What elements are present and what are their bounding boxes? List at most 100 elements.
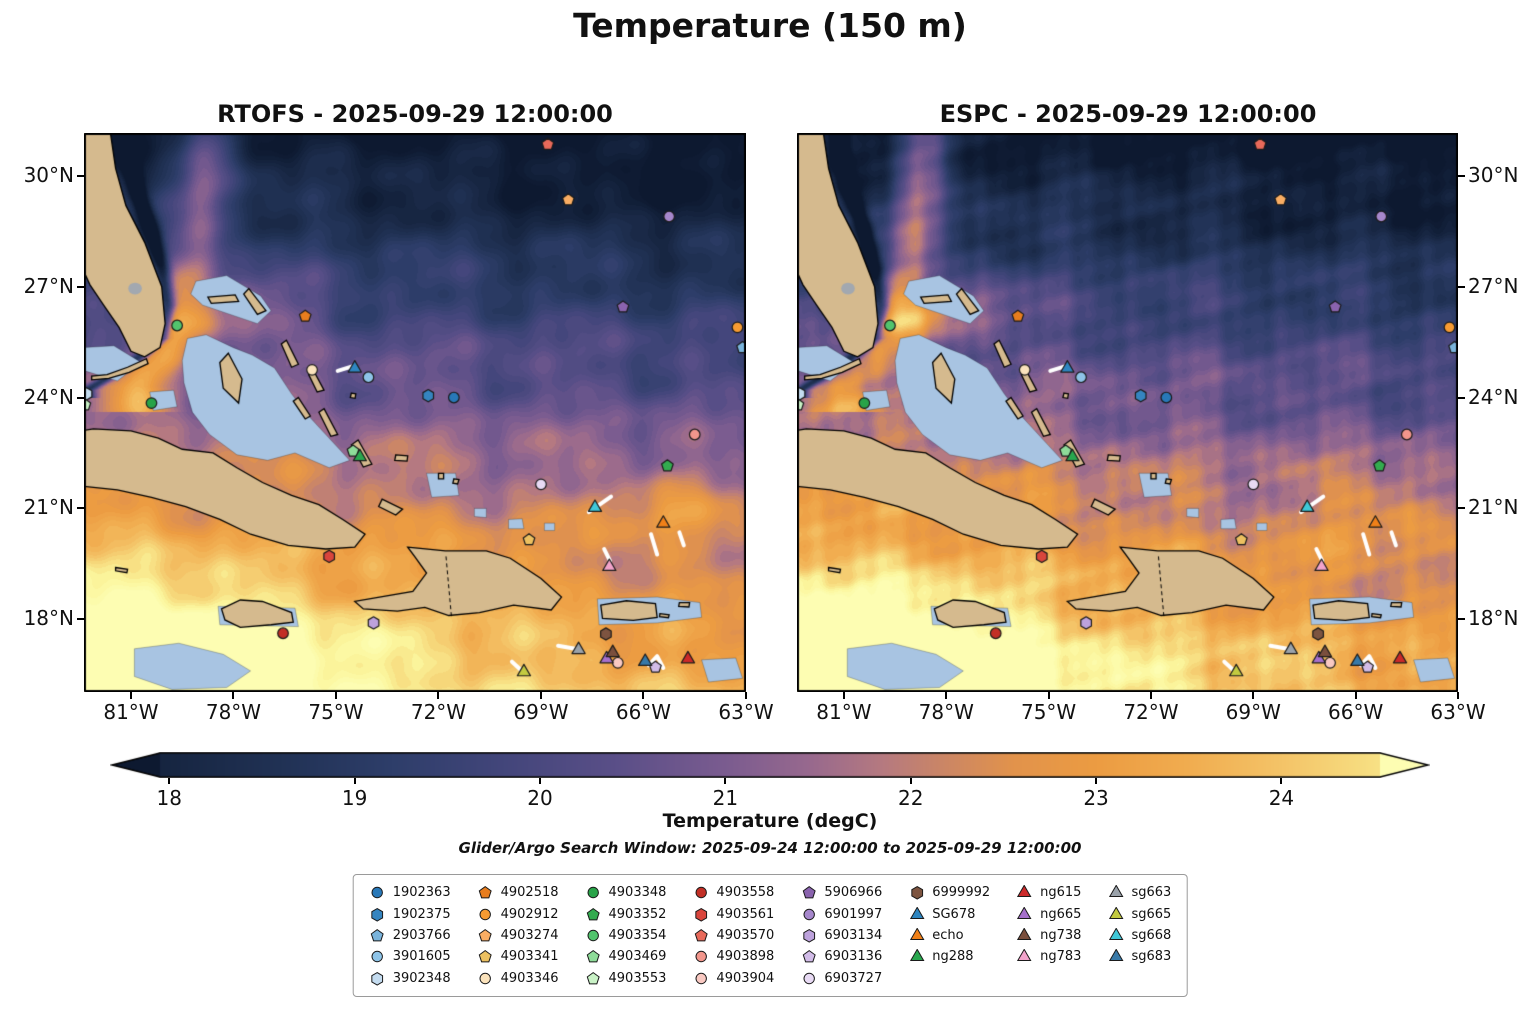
lon-tick	[1457, 692, 1459, 699]
pentagon-marker-icon	[802, 886, 816, 899]
hexagon-marker-icon	[910, 886, 923, 900]
pentagon-marker-icon	[586, 950, 600, 963]
legend-column: 4903348 4903352 4903354 4903469 4903553	[585, 882, 667, 989]
colorbar-tick-label: 20	[527, 786, 553, 810]
circle-marker-icon	[587, 886, 599, 899]
legend-entry-label: SG678	[932, 906, 976, 922]
lat-tick-label-right: 18°N	[1468, 606, 1519, 631]
legend-entry-label: 4903558	[716, 885, 775, 901]
lat-tick-right	[1458, 285, 1465, 288]
lon-tick-label: 69°W	[1225, 700, 1281, 724]
colorbar-tick	[1280, 778, 1283, 784]
lat-tick-left	[77, 396, 84, 399]
colorbar-tick-label: 21	[712, 786, 739, 810]
legend-entry-label: 6999992	[932, 885, 991, 901]
colorbar-tick	[724, 778, 727, 784]
legend-entry-label: 4903341	[500, 949, 559, 965]
colorbar-tick	[353, 778, 356, 784]
lat-tick-label-left: 21°N	[23, 495, 74, 520]
triangle-marker-icon	[1017, 949, 1032, 962]
lon-tick	[334, 692, 337, 699]
map-espc	[797, 133, 1458, 692]
circle-marker-icon	[479, 908, 491, 920]
colorbar-tick-label: 24	[1268, 786, 1295, 810]
colorbar-label: Temperature (degC)	[662, 810, 878, 832]
legend-entry-1902375: 1902375	[369, 903, 451, 924]
lon-tick-label: 72°W	[1123, 700, 1179, 724]
legend-entry-4903561: 4903561	[692, 903, 774, 924]
legend-entry-ng738: ng738	[1016, 925, 1081, 946]
circle-marker-icon	[803, 972, 815, 984]
circle-marker-icon	[587, 929, 599, 942]
legend-entry-4903274: 4903274	[477, 925, 559, 946]
legend-entry-label: 4903904	[716, 970, 775, 986]
legend-entry-label: ng783	[1040, 949, 1082, 965]
lon-tick	[539, 692, 542, 699]
pentagon-marker-icon	[694, 928, 708, 942]
legend-entry-label: 4903354	[608, 927, 667, 943]
legend-entry-label: sg663	[1131, 885, 1172, 901]
legend-entry-6901997: 6901997	[800, 903, 882, 924]
lat-tick-left	[77, 174, 84, 177]
legend-column: 1902363 1902375 2903766 3901605 3902348	[369, 882, 451, 989]
triangle-marker-icon	[1017, 906, 1032, 919]
lat-tick-right	[1458, 618, 1465, 621]
legend-entry-label: ng665	[1040, 906, 1082, 922]
legend-entry-label: 4903561	[716, 906, 775, 922]
colorbar-tick	[1095, 778, 1098, 784]
panel-title-espc: ESPC - 2025-09-29 12:00:00	[939, 100, 1317, 128]
lon-tick-label: 66°W	[1328, 700, 1384, 724]
pentagon-marker-icon	[586, 907, 600, 920]
lon-tick-label: 66°W	[615, 700, 672, 724]
legend-entry-label: 4903570	[716, 927, 775, 943]
legend-entry-label: 6903136	[824, 949, 883, 965]
legend-entry-label: 2903766	[392, 927, 451, 943]
hexagon-marker-icon	[371, 971, 384, 986]
colorbar-tick	[909, 778, 912, 784]
legend-entry-ng288: ng288	[908, 946, 990, 967]
lon-tick-label: 63°W	[1430, 700, 1486, 724]
map-rtofs	[84, 133, 746, 692]
legend-entry-5906966: 5906966	[800, 882, 882, 903]
legend-column: sg663 sg665 sg668 sg683	[1107, 882, 1171, 989]
circle-marker-icon	[695, 886, 707, 899]
legend-column: ng615 ng665 ng738 ng783	[1016, 882, 1081, 989]
pentagon-marker-icon	[370, 928, 384, 942]
lon-tick	[745, 692, 747, 699]
legend-entry-label: 3902348	[392, 970, 451, 986]
lon-tick-label: 78°W	[205, 700, 262, 724]
hexagon-marker-icon	[371, 907, 384, 922]
legend-entry-sg665: sg665	[1107, 903, 1171, 924]
triangle-marker-icon	[909, 906, 925, 919]
lat-tick-right	[1458, 174, 1465, 177]
pentagon-marker-icon	[478, 886, 492, 899]
triangle-marker-icon	[1017, 927, 1032, 940]
figure-title: Temperature (150 m)	[573, 6, 967, 45]
pentagon-marker-icon	[478, 928, 492, 942]
legend-entry-6999992: 6999992	[908, 882, 990, 903]
legend-entry-SG678: SG678	[908, 903, 990, 924]
legend-entry-ng615: ng615	[1016, 882, 1081, 903]
legend-entry-2903766: 2903766	[369, 925, 451, 946]
panel-title-rtofs: RTOFS - 2025-09-29 12:00:00	[217, 100, 613, 128]
legend-entry-label: 6901997	[824, 906, 883, 922]
triangle-marker-icon	[1017, 885, 1032, 898]
legend-entry-6903727: 6903727	[800, 968, 882, 989]
colorbar-tick-label: 22	[897, 786, 924, 810]
lon-tick-label: 75°W	[308, 700, 364, 724]
legend-entry-label: ng615	[1040, 885, 1082, 901]
lon-tick	[1354, 692, 1357, 699]
triangle-marker-icon	[1108, 906, 1124, 919]
legend-column: 6999992 SG678 echo ng288	[908, 882, 990, 989]
triangle-marker-icon	[1108, 885, 1124, 898]
legend-entry-6903134: 6903134	[800, 925, 882, 946]
circle-marker-icon	[479, 972, 491, 984]
legend-entry-label: 4903553	[608, 970, 667, 986]
lon-tick-label: 72°W	[410, 700, 467, 724]
legend-entry-4903346: 4903346	[477, 968, 559, 989]
lon-tick	[1149, 692, 1152, 699]
circle-marker-icon	[371, 951, 383, 963]
circle-marker-icon	[803, 908, 815, 920]
triangle-marker-icon	[1108, 949, 1124, 962]
